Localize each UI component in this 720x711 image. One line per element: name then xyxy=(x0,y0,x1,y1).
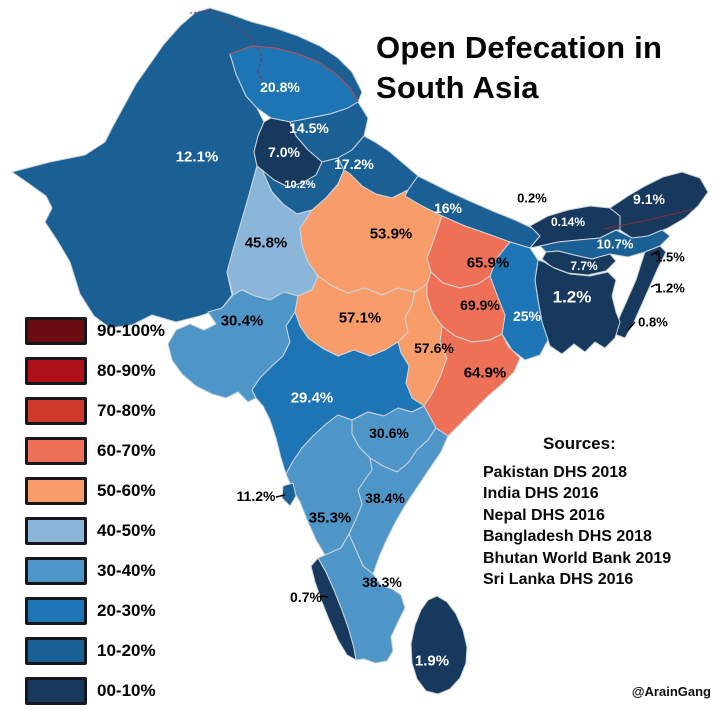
legend-swatch-bin20 xyxy=(25,597,87,625)
map-label-madhya-pradesh: 57.1% xyxy=(339,310,382,327)
legend-swatch-bin80 xyxy=(25,357,87,385)
map-label-sikkim: 0.2% xyxy=(517,191,547,206)
leader-line-goa xyxy=(275,494,286,498)
legend-swatch-bin10 xyxy=(25,637,87,665)
map-label-tripura-mizoram: 0.8% xyxy=(638,315,668,330)
legend-label: 80-90% xyxy=(97,361,156,380)
disputed-border-line-kashmir xyxy=(229,45,359,103)
legend-label: 30-40% xyxy=(97,561,156,580)
map-label-haryana: 10.2% xyxy=(284,179,315,191)
source-item: Nepal DHS 2016 xyxy=(483,506,605,524)
source-item: India DHS 2016 xyxy=(483,485,599,503)
map-label-gujarat: 30.4% xyxy=(221,313,264,330)
legend-swatch-bin70 xyxy=(25,397,87,425)
leader-line-kerala xyxy=(319,595,329,598)
sources-list: Pakistan DHS 2018 India DHS 2016 Nepal DHS… xyxy=(483,462,671,590)
map-label-rajasthan: 45.8% xyxy=(245,235,288,252)
legend-item-30-40%: 30-40% xyxy=(25,557,156,585)
legend-label: 20-30% xyxy=(97,601,156,620)
disputed-border-line-arunachal xyxy=(603,208,695,230)
attribution-credit: @ArainGang xyxy=(631,684,711,699)
map-label-jharkhand: 69.9% xyxy=(460,297,500,313)
legend-item-40-50%: 40-50% xyxy=(25,517,156,545)
legend-item-80-90%: 80-90% xyxy=(25,357,156,385)
claim-line-top xyxy=(189,10,217,14)
legend-item-00-10%: 00-10% xyxy=(25,677,156,705)
legend: 90-100% 80-90% 70-80% 60-70% 50-60% 40-50% 30-… xyxy=(0,0,230,711)
map-label-kerala: 0.7% xyxy=(290,589,322,605)
map-label-nagaland: 1.5% xyxy=(655,250,685,265)
legend-swatch-bin30 xyxy=(25,557,87,585)
legend-label: 90-100% xyxy=(97,321,166,340)
legend-item-20-30%: 20-30% xyxy=(25,597,156,625)
region-odisha xyxy=(423,325,521,437)
legend-label: 50-60% xyxy=(97,481,156,500)
map-label-assam: 10.7% xyxy=(597,237,634,252)
leader-line-nagaland xyxy=(650,250,660,256)
legend-item-70-80%: 70-80% xyxy=(25,397,156,425)
source-item: Sri Lanka DHS 2016 xyxy=(483,571,634,589)
legend-label: 10-20% xyxy=(97,641,156,660)
legend-item-60-70%: 60-70% xyxy=(25,437,156,465)
map-label-uttarakhand: 17.2% xyxy=(334,156,374,172)
legend-swatch-bin40 xyxy=(25,517,87,545)
legend-item-50-60%: 50-60% xyxy=(25,477,156,505)
region-gujarat xyxy=(167,289,299,403)
legend-label: 00-10% xyxy=(97,681,156,700)
region-tamil-nadu xyxy=(317,533,406,664)
source-item: Bangladesh DHS 2018 xyxy=(483,528,652,546)
leader-line-tripura-mizoram xyxy=(627,321,636,331)
legend-swatch-bin90 xyxy=(25,317,87,345)
region-northeast-states xyxy=(613,245,667,339)
title-line-2: South Asia xyxy=(376,69,539,105)
map-label-pakistan: 12.1% xyxy=(176,149,219,166)
region-karnataka xyxy=(285,414,373,563)
source-item: Pakistan DHS 2018 xyxy=(483,464,628,481)
legend-label: 40-50% xyxy=(97,521,156,540)
title-line-1: Open Defecation in xyxy=(376,30,663,65)
map-label-nepal: 16% xyxy=(434,200,463,216)
map-label-maharashtra: 29.4% xyxy=(291,390,334,407)
map-label-odisha: 64.9% xyxy=(464,365,507,382)
map-label-bihar: 65.9% xyxy=(467,255,510,272)
source-item: Bhutan World Bank 2019 xyxy=(483,549,672,567)
map-label-karnataka: 35.3% xyxy=(309,510,352,527)
map-labels-layer: 12.1% 20.8% 14.5% 7.0% 10.2% 17.2% 16% 45.8% 53.… xyxy=(176,79,686,670)
map-label-andhra-pradesh: 38.4% xyxy=(365,490,405,506)
leader-line-manipur xyxy=(650,283,658,288)
legend-swatch-bin00 xyxy=(25,677,87,705)
region-arunachal-pradesh xyxy=(609,171,709,239)
map-label-bhutan: 0.14% xyxy=(551,215,585,229)
legend-item-10-20%: 10-20% xyxy=(25,637,156,665)
map-label-uttar-pradesh: 53.9% xyxy=(370,226,413,243)
page-title: Open Defecation in South Asia xyxy=(376,28,662,107)
legend-item-90-100%: 90-100% xyxy=(25,317,166,345)
legend-label: 60-70% xyxy=(97,441,156,460)
sources-heading: Sources: xyxy=(543,434,616,453)
map-label-bangladesh: 1.2% xyxy=(553,288,592,307)
legend-label: 70-80% xyxy=(97,401,156,420)
map-label-manipur: 1.2% xyxy=(655,281,685,296)
legend-swatch-bin50 xyxy=(25,477,87,505)
map-label-chhattisgarh: 57.6% xyxy=(414,340,454,356)
map-label-goa: 11.2% xyxy=(237,488,276,504)
sources-block: Sources: Pakistan DHS 2018 India DHS 2016… xyxy=(483,434,671,590)
map-label-west-bengal: 25% xyxy=(513,308,542,324)
map-label-himachal-pradesh: 14.5% xyxy=(289,120,329,136)
map-label-arunachal-pradesh: 9.1% xyxy=(633,191,665,207)
legend-swatch-bin60 xyxy=(25,437,87,465)
map-label-jammu-kashmir: 20.8% xyxy=(260,79,300,95)
map-label-sri-lanka: 1.9% xyxy=(415,653,449,670)
map-label-tamil-nadu: 38.3% xyxy=(362,574,402,590)
map-label-punjab: 7.0% xyxy=(268,144,300,160)
map-label-telangana: 30.6% xyxy=(369,425,409,441)
region-sri-lanka xyxy=(410,595,468,695)
map-label-meghalaya: 7.7% xyxy=(570,259,598,273)
